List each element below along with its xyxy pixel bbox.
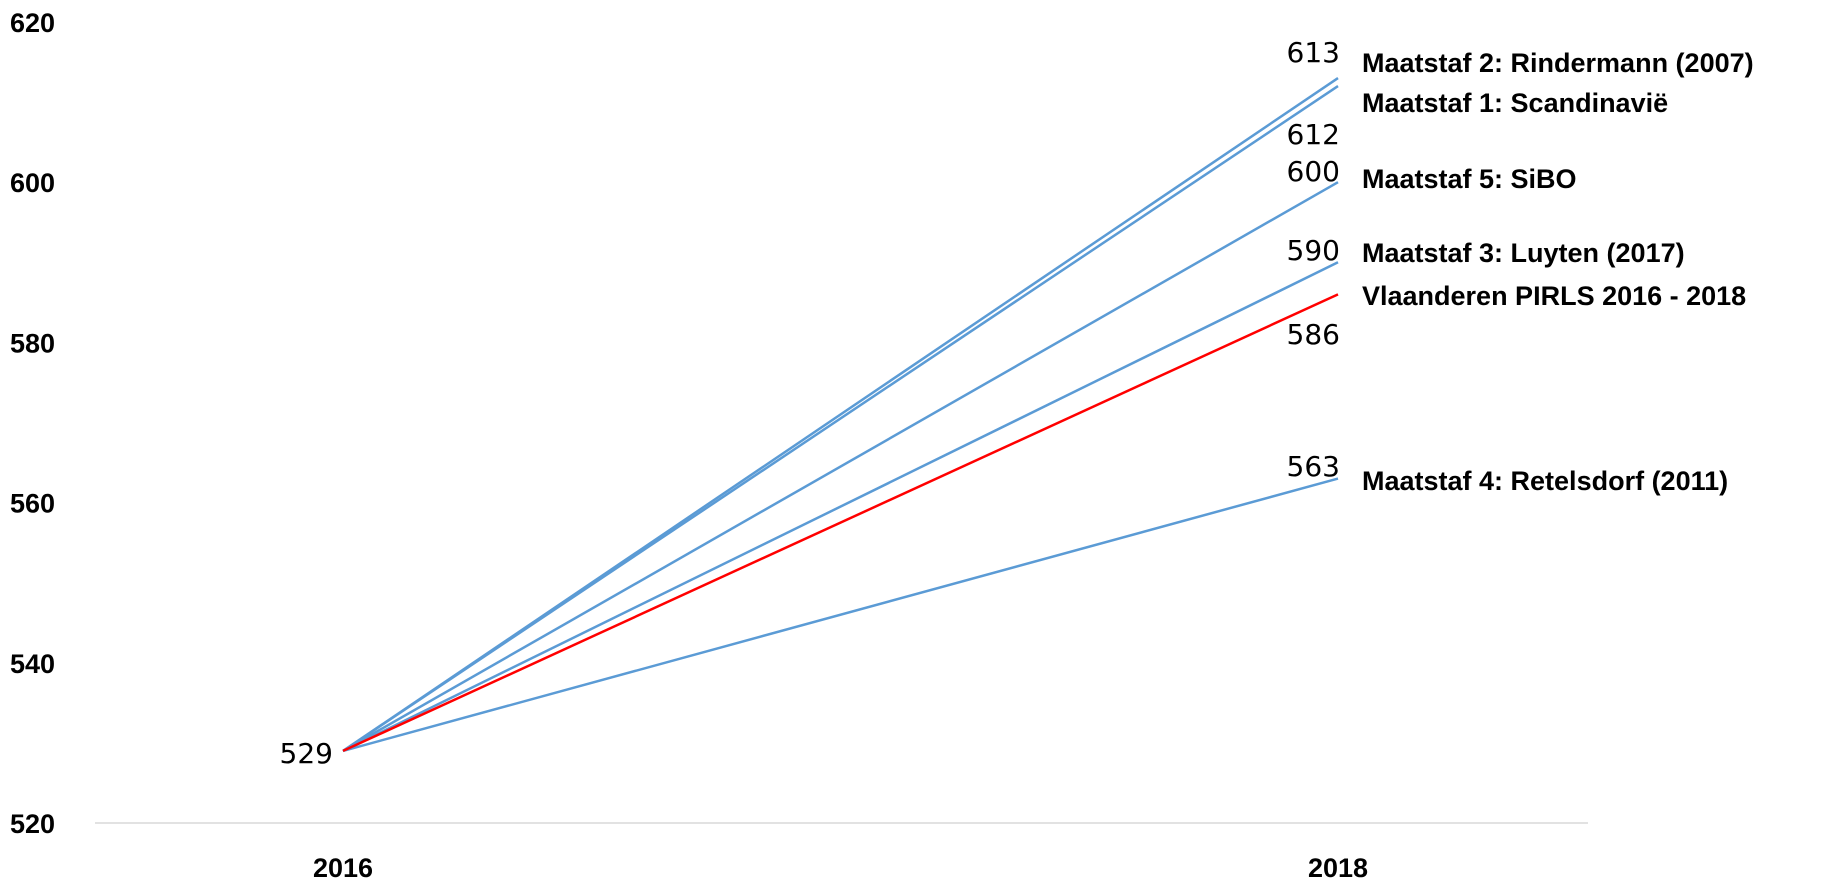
series-name-label: Maatstaf 3: Luyten (2017) [1362,238,1685,268]
y-tick-label: 600 [10,168,55,198]
series-line [342,293,1339,753]
series-name-label: Maatstaf 5: SiBO [1362,164,1577,194]
y-tick-label: 560 [10,489,55,519]
data-labels: 529 613 612 600 590 586 563 [280,36,1340,770]
series-line [342,181,1339,752]
series-line [342,85,1339,752]
end-value-label: 563 [1287,450,1340,483]
series-name-label: Maatstaf 2: Rindermann (2007) [1362,48,1754,78]
start-value-label: 529 [280,737,333,770]
series-line [342,477,1339,753]
x-axis: 2016 2018 [313,853,1368,883]
y-tick-label: 540 [10,649,55,679]
series-name-label: Maatstaf 4: Retelsdorf (2011) [1362,466,1728,496]
series-labels: Maatstaf 2: Rindermann (2007) Maatstaf 1:… [1362,48,1754,496]
end-value-label: 612 [1287,118,1340,151]
series-line [342,261,1339,753]
x-tick-label: 2016 [313,853,373,883]
end-value-label: 613 [1287,36,1340,69]
y-tick-label: 580 [10,328,55,358]
y-tick-label: 520 [10,809,55,839]
end-value-label: 586 [1287,318,1340,351]
series-name-label: Vlaanderen PIRLS 2016 - 2018 [1362,281,1746,311]
series-name-label: Maatstaf 1: Scandinavië [1362,88,1668,118]
y-axis: 520 540 560 580 600 620 [10,8,55,839]
end-value-label: 590 [1287,234,1340,267]
series-lines [342,77,1339,753]
end-value-label: 600 [1287,155,1340,188]
x-tick-label: 2018 [1308,853,1368,883]
y-tick-label: 620 [10,8,55,38]
